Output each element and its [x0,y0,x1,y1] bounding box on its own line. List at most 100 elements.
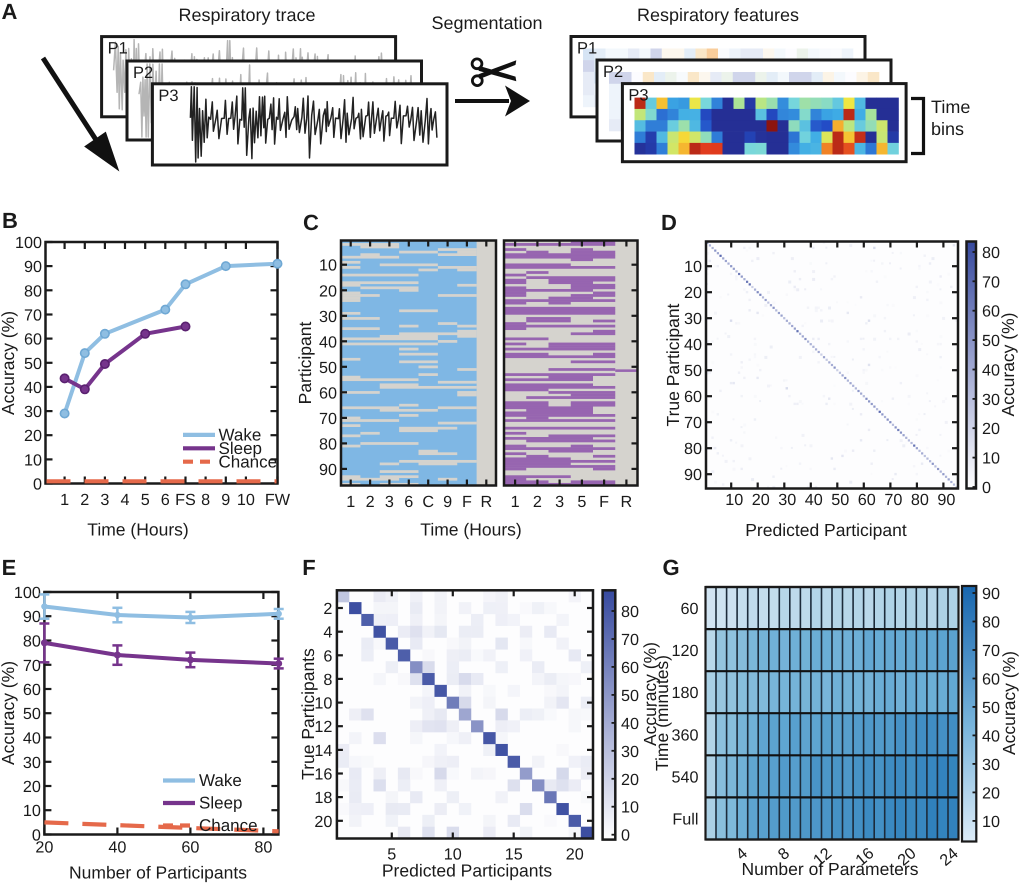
svg-text:20: 20 [23,778,41,796]
svg-text:40: 40 [319,333,337,351]
svg-text:C: C [303,210,319,235]
svg-text:90: 90 [23,608,41,626]
svg-text:70: 70 [982,273,1000,291]
svg-text:2: 2 [80,491,89,509]
svg-text:70: 70 [319,410,337,428]
svg-text:80: 80 [24,282,42,300]
svg-text:5: 5 [141,491,150,509]
svg-text:0: 0 [32,827,41,845]
svg-text:F: F [302,555,315,580]
svg-text:Time (minutes): Time (minutes) [652,655,672,771]
svg-text:40: 40 [24,379,42,397]
svg-text:P1: P1 [577,40,597,58]
svg-text:Number of Parameters: Number of Parameters [741,859,918,879]
svg-text:F: F [462,493,472,511]
svg-text:80: 80 [621,603,639,621]
svg-text:Participant: Participant [295,322,315,405]
svg-text:0: 0 [33,476,42,494]
svg-text:20: 20 [314,813,332,831]
svg-text:40: 40 [805,491,823,509]
svg-text:FW: FW [265,491,291,509]
svg-text:70: 70 [23,657,41,675]
svg-text:Wake: Wake [199,771,242,790]
svg-text:1: 1 [511,493,520,511]
svg-text:10: 10 [23,802,41,820]
svg-text:70: 70 [621,631,639,649]
svg-text:8: 8 [323,671,332,689]
svg-text:Accuracy (%): Accuracy (%) [640,642,660,746]
svg-text:10: 10 [982,813,1000,831]
svg-text:10: 10 [725,491,743,509]
svg-text:40: 40 [621,715,639,733]
svg-text:0: 0 [621,827,630,845]
svg-text:60: 60 [23,681,41,699]
svg-text:80: 80 [254,839,272,857]
svg-text:10: 10 [444,846,462,864]
svg-text:P3: P3 [628,87,648,105]
svg-text:9: 9 [443,493,452,511]
svg-text:50: 50 [982,332,1000,350]
svg-text:Full: Full [672,811,698,829]
svg-text:40: 40 [23,730,41,748]
svg-text:16: 16 [314,766,332,784]
svg-text:60: 60 [858,491,876,509]
svg-text:90: 90 [937,491,955,509]
svg-text:20: 20 [621,771,639,789]
svg-text:60: 60 [319,384,337,402]
svg-text:20: 20 [566,846,584,864]
svg-text:30: 30 [684,310,702,328]
svg-text:P3: P3 [158,87,178,105]
svg-text:5: 5 [387,846,396,864]
svg-text:15: 15 [505,846,523,864]
svg-text:80: 80 [319,435,337,453]
svg-text:P1: P1 [108,40,128,58]
svg-text:9: 9 [221,491,230,509]
svg-text:14: 14 [314,742,332,760]
svg-text:G: G [662,555,679,580]
svg-text:2: 2 [323,600,332,618]
svg-text:50: 50 [621,687,639,705]
svg-text:R: R [621,493,633,511]
svg-text:FS: FS [175,491,196,509]
svg-text:30: 30 [982,391,1000,409]
svg-text:40: 40 [108,839,126,857]
svg-text:4: 4 [120,491,129,509]
svg-text:A: A [2,0,18,24]
svg-text:50: 50 [684,362,702,380]
svg-text:Chance: Chance [199,816,258,835]
svg-text:Time: Time [931,97,970,117]
svg-text:Respiratory features: Respiratory features [637,5,799,25]
svg-text:True Participants: True Participants [298,648,318,780]
svg-text:40: 40 [982,362,1000,380]
svg-text:10: 10 [314,695,332,713]
svg-text:20: 20 [982,784,1000,802]
svg-text:20: 20 [752,491,770,509]
svg-text:40: 40 [982,727,1000,745]
svg-text:R: R [480,493,492,511]
svg-text:30: 30 [778,491,796,509]
svg-text:70: 70 [24,307,42,325]
svg-text:0: 0 [982,479,991,497]
svg-text:80: 80 [982,244,1000,262]
svg-text:10: 10 [237,491,255,509]
svg-text:60: 60 [621,659,639,677]
svg-text:540: 540 [671,768,698,786]
svg-text:180: 180 [671,684,698,702]
svg-text:P2: P2 [603,63,623,81]
svg-text:Accuracy (%): Accuracy (%) [0,311,18,415]
svg-text:20: 20 [24,427,42,445]
svg-text:Sleep: Sleep [219,439,262,458]
svg-text:80: 80 [982,614,1000,632]
svg-text:6: 6 [323,647,332,665]
svg-text:Accuracy (%): Accuracy (%) [999,651,1019,755]
svg-text:90: 90 [982,585,1000,603]
svg-text:C: C [422,493,434,511]
svg-text:90: 90 [684,466,702,484]
svg-text:20: 20 [35,839,53,857]
svg-text:50: 50 [319,359,337,377]
svg-text:6: 6 [404,493,413,511]
svg-text:40: 40 [684,336,702,354]
svg-text:80: 80 [23,633,41,651]
svg-text:3: 3 [100,491,109,509]
svg-text:B: B [2,208,18,233]
